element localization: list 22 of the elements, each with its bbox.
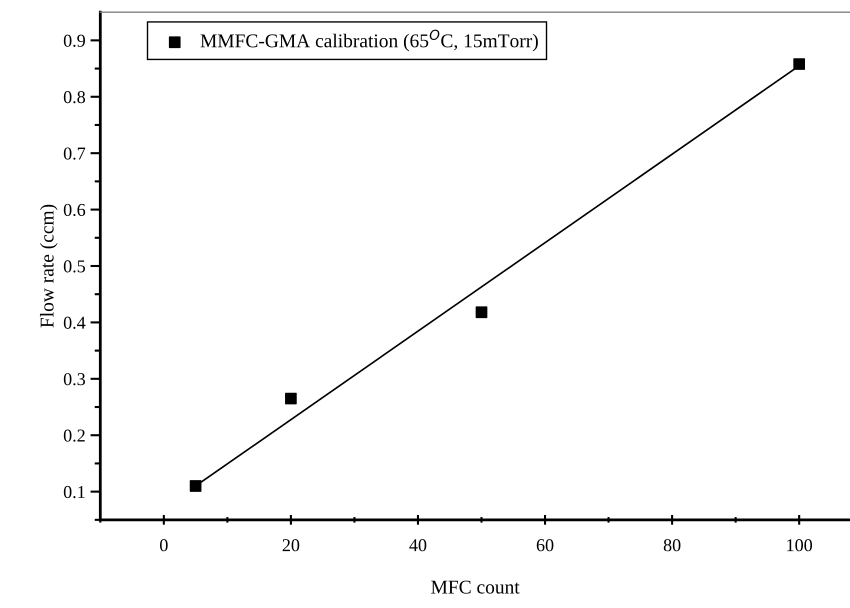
x-tick-label: 40 bbox=[409, 539, 426, 552]
point bbox=[190, 480, 202, 492]
x-tick-label: 0 bbox=[160, 539, 168, 552]
y-tick-label: 0.2 bbox=[64, 429, 85, 442]
x-tick-label: 60 bbox=[536, 539, 554, 552]
x-axis-title: MFC count bbox=[431, 580, 520, 594]
y-tick-label: 0.5 bbox=[64, 260, 86, 273]
y-tick-label: 0.4 bbox=[64, 316, 86, 329]
y-tick-label: 0.7 bbox=[64, 147, 86, 160]
y-tick-label: 0.3 bbox=[64, 373, 86, 386]
y-tick-label: 0.8 bbox=[64, 91, 86, 104]
x-tick-label: 80 bbox=[664, 539, 680, 552]
x-tick-label: 20 bbox=[282, 539, 300, 552]
y-tick-label: 0.6 bbox=[64, 204, 86, 216]
point bbox=[476, 306, 488, 318]
y-tick-label: 0.9 bbox=[64, 34, 85, 47]
y-tick-label: 0.1 bbox=[64, 486, 85, 498]
y-axis-title: Flow rate (ccm) bbox=[40, 204, 58, 328]
x-tick-label: 100 bbox=[787, 539, 812, 552]
legend-label: MMFC-GMA calibration (65$^{O}$C, 15mTorr) bbox=[200, 30, 538, 52]
point bbox=[285, 392, 297, 404]
point bbox=[793, 58, 806, 70]
